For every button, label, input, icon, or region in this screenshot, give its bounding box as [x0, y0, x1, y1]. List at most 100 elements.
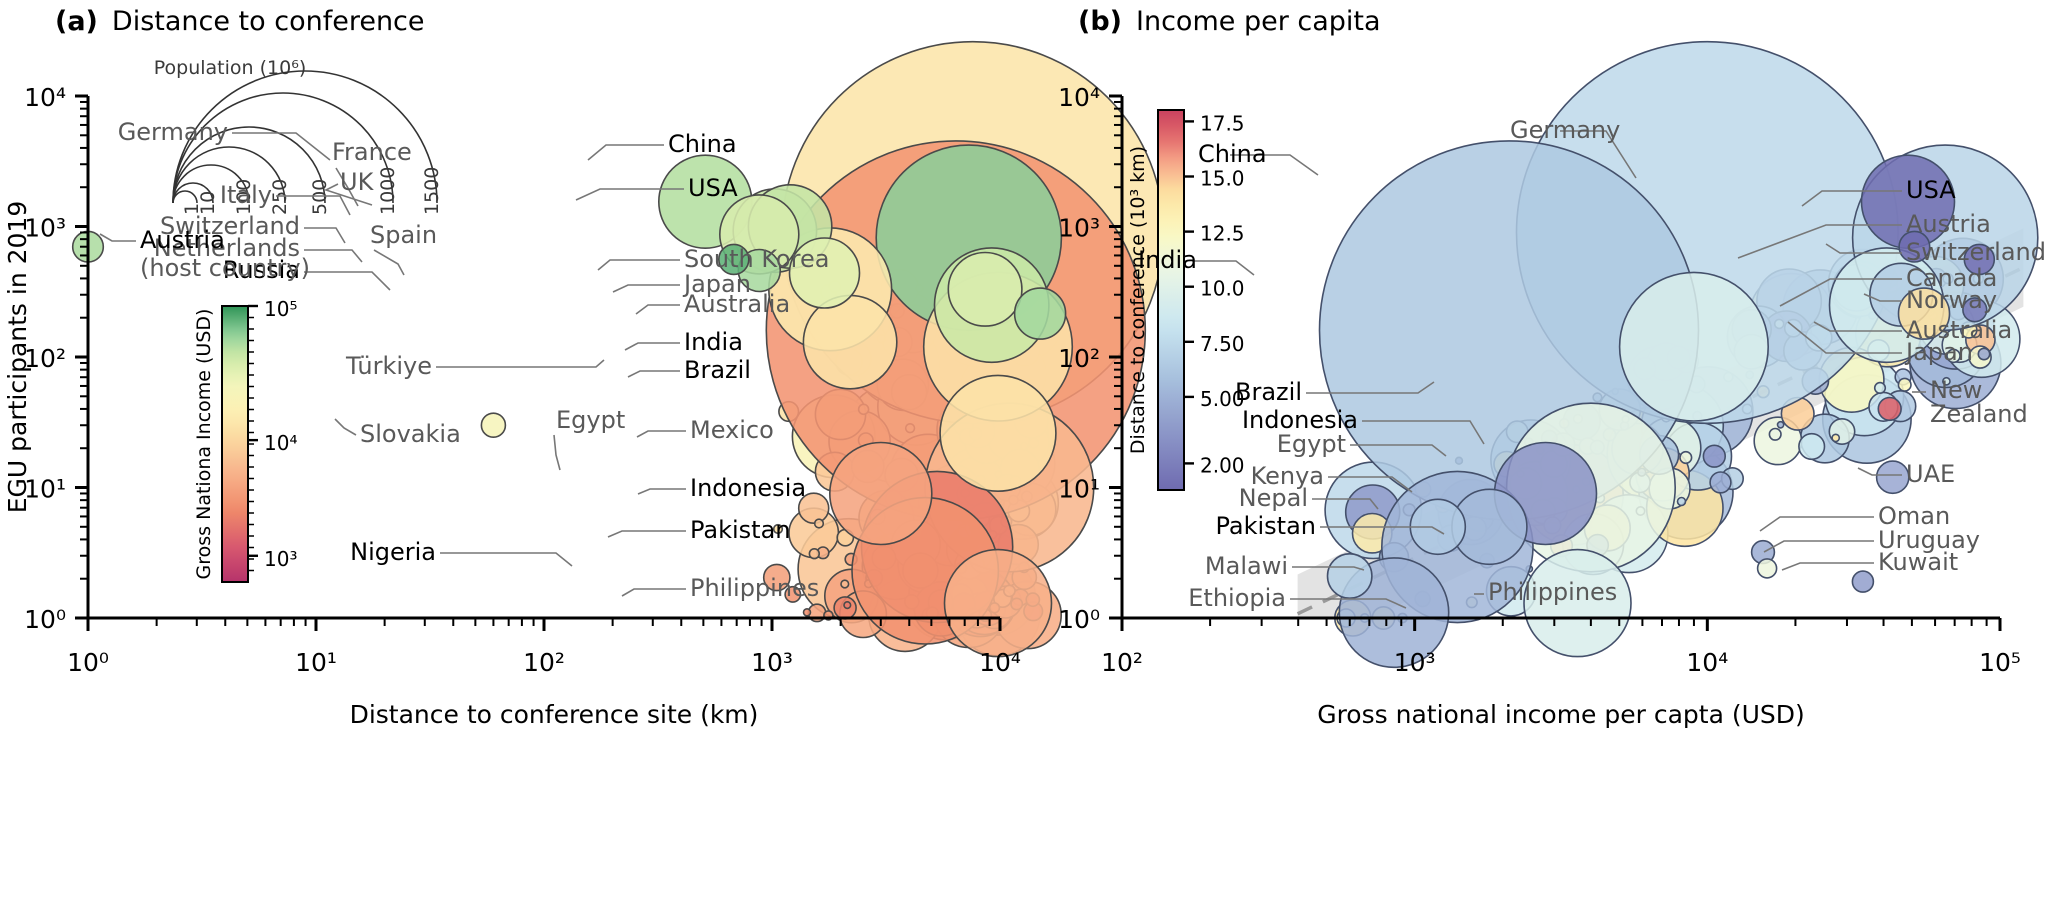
- bubble: [802, 607, 812, 617]
- population-legend-tick: 10: [197, 191, 219, 215]
- colorbar-tick-label: 12.5: [1200, 222, 1245, 246]
- bubble-uae[interactable]: [1875, 460, 1910, 495]
- label-kuwait: Kuwait: [1878, 548, 1958, 576]
- label-new: New: [1930, 376, 1982, 404]
- svg-text:10¹: 10¹: [24, 475, 66, 504]
- population-legend-title: Population (10⁶): [154, 57, 306, 79]
- svg-text:10²: 10²: [24, 344, 66, 373]
- bubble-brazil[interactable]: [1618, 271, 1770, 422]
- bubble-switzerland[interactable]: [717, 243, 750, 276]
- leader-line: [1350, 444, 1447, 457]
- bubble: [1831, 433, 1841, 443]
- bubble-uruguay[interactable]: [1756, 558, 1778, 579]
- leader-line: [575, 188, 684, 201]
- leader-line: [304, 227, 346, 244]
- leader-line: [304, 271, 391, 291]
- panel-b-tag: (b): [1078, 6, 1123, 37]
- bubble-spain[interactable]: [788, 237, 861, 309]
- bubble-kuwait[interactable]: [1851, 570, 1875, 593]
- bubble-philippines[interactable]: [943, 548, 1053, 658]
- bubble-newzealand[interactable]: [1877, 396, 1902, 422]
- bubble-trkiye[interactable]: [802, 294, 898, 390]
- leader-line: [1560, 130, 1637, 179]
- bubble: [1977, 347, 1991, 361]
- bubble-philippines[interactable]: [1523, 548, 1632, 658]
- label-philippines: Philippines: [1488, 578, 1617, 606]
- label-russia: Russia: [223, 256, 300, 284]
- colorbar-tick-label: 5.00: [1200, 387, 1245, 411]
- bubble: [797, 492, 830, 525]
- label-kenya: Kenya: [1251, 462, 1324, 490]
- bubble-australia[interactable]: [1013, 287, 1067, 340]
- bubble: [784, 585, 802, 603]
- bubble: [1873, 381, 1887, 395]
- label-austria: Austria: [1906, 210, 1991, 238]
- panel-b-title-text: Income per capita: [1136, 6, 1381, 37]
- colorbar-tick-label: 17.5: [1200, 111, 1245, 135]
- leader-line: [373, 249, 405, 276]
- panel-a-ylabel: EGU participants in 2019: [3, 201, 32, 514]
- leader-line: [636, 430, 686, 438]
- bubble: [1702, 444, 1726, 468]
- colorbar-tick-label: 15.0: [1200, 167, 1245, 191]
- label-pakistan: Pakistan: [1216, 512, 1317, 540]
- label-philippines: Philippines: [690, 574, 819, 602]
- label-uae: UAE: [1906, 460, 1955, 488]
- bubble-southkorea[interactable]: [947, 251, 1023, 327]
- label-usa: USA: [1906, 176, 1956, 204]
- label-uk: UK: [340, 168, 375, 196]
- population-legend-tick: 1500: [421, 167, 443, 215]
- label-pakistan: Pakistan: [690, 516, 791, 544]
- leader-line: [436, 359, 605, 368]
- bubble-mexico[interactable]: [939, 374, 1057, 492]
- label-nigeria: Nigeria: [350, 538, 436, 566]
- population-legend-tick: 100: [233, 179, 255, 215]
- colorbar-label: Gross Nationa Income (USD): [193, 309, 215, 580]
- svg-text:10⁰: 10⁰: [67, 648, 109, 677]
- leader-line: [635, 304, 680, 315]
- label-switzerland: Switzerland: [1906, 238, 2046, 266]
- population-legend-tick: 250: [269, 179, 291, 215]
- bubble-switzerland[interactable]: [1963, 243, 1996, 276]
- bubble-malawi[interactable]: [1326, 552, 1373, 599]
- colorbar-tick-label: 10⁴: [264, 431, 297, 455]
- svg-text:10³: 10³: [751, 648, 793, 677]
- label-zealand: Zealand: [1930, 400, 2028, 428]
- label-oman: Oman: [1878, 502, 1950, 530]
- bubble-australia[interactable]: [1897, 287, 1951, 340]
- bubble-egypt[interactable]: [828, 441, 933, 546]
- bubble: [762, 563, 791, 592]
- bubble: [840, 579, 850, 589]
- label-usa: USA: [688, 174, 738, 202]
- population-size-legend: Population (10⁶) 110 100 250 500 1000 1500: [154, 57, 443, 215]
- label-canada: Canada: [1906, 264, 1997, 292]
- label-egypt: Egypt: [556, 406, 625, 434]
- panel-a-plot: Distance to conference site (km) EGU part…: [3, 40, 1165, 729]
- label-japan: Japan: [1904, 338, 1973, 366]
- bubble-austria[interactable]: [1898, 230, 1931, 263]
- panel-a: (a) Distance to conference Distance to co…: [3, 6, 1165, 729]
- country-bubbles: [71, 40, 1165, 658]
- leader-line: [1781, 562, 1874, 571]
- label-egypt: Egypt: [1277, 430, 1346, 458]
- bubble: [808, 547, 820, 560]
- label-trkiye: Türkiye: [345, 352, 432, 380]
- bubble: [1942, 376, 1951, 386]
- svg-text:10²: 10²: [523, 648, 565, 677]
- leader-line: [1312, 498, 1379, 510]
- leader-line: [1825, 243, 1902, 254]
- bubble-slovakia[interactable]: [480, 412, 507, 439]
- leader-line: [334, 418, 357, 436]
- colorbar-tick-label: 10⁵: [264, 297, 297, 321]
- leader-line: [597, 259, 680, 271]
- label-nepal: Nepal: [1239, 484, 1308, 512]
- bubble: [1946, 348, 1961, 364]
- bubble-norway[interactable]: [1962, 297, 1988, 323]
- label-france: France: [332, 138, 412, 166]
- colorbar-tick-label: 7.50: [1200, 332, 1245, 356]
- label-australia: Australia: [1906, 316, 2012, 344]
- leader-line: [1759, 516, 1874, 532]
- label-japan: Japan: [682, 270, 751, 298]
- label-switzerland: Switzerland: [160, 212, 300, 240]
